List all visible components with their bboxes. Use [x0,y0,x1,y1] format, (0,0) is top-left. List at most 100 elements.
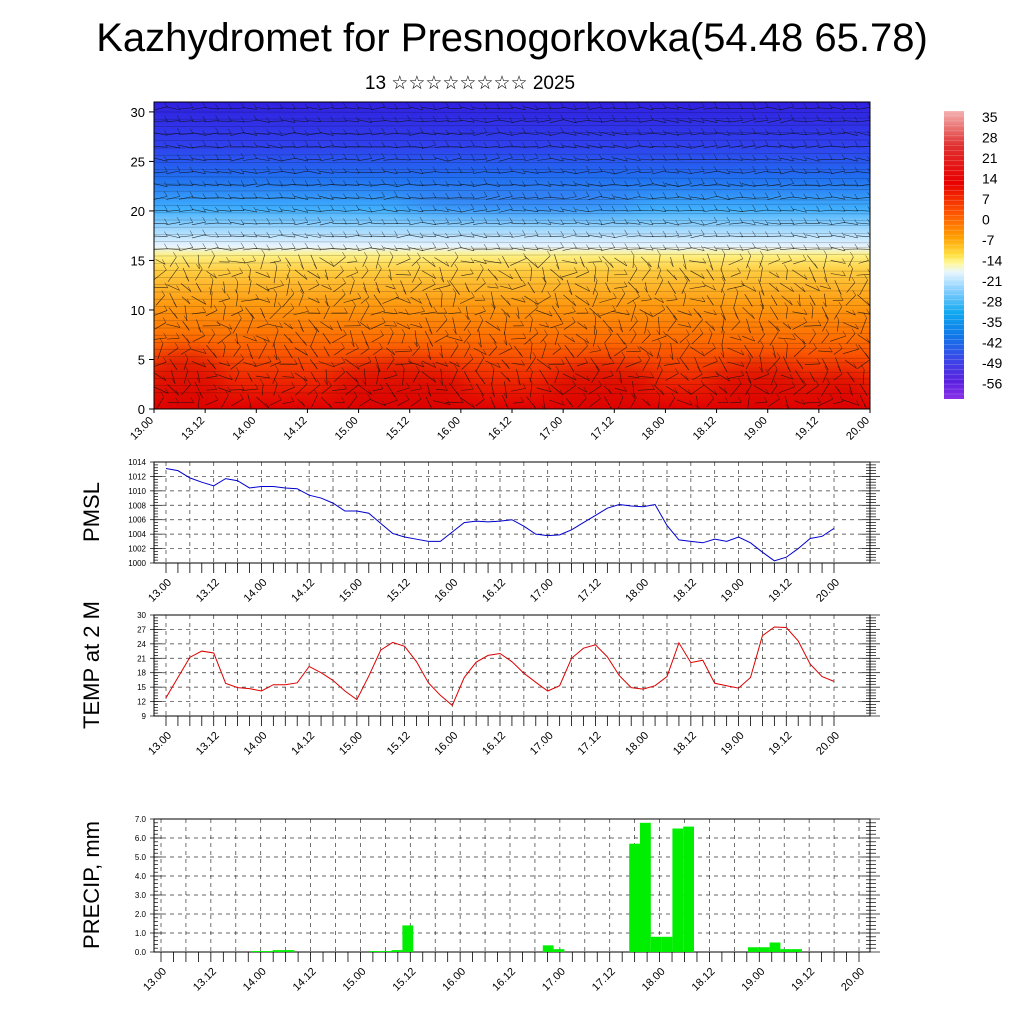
x-tick-label: 18.12 [671,730,699,758]
x-axis: 13.00 13.12 14.00 14.12 15.00 15.12 16.00 16.12… [146,716,842,758]
x-tick-label: 18.12 [690,966,718,994]
precip-bar [283,950,295,952]
colorbar-label: 14 [982,171,998,187]
chart-subtitle: 13 ☆☆☆☆☆☆☆☆ 2025 [364,73,576,94]
x-tick-label: 16.00 [432,577,460,605]
x-tick-label: 18.12 [691,415,719,443]
precip-bar [758,947,770,952]
x-tick-label: 14.00 [242,577,270,605]
precip-bar [251,951,262,952]
y-tick-label: 15 [131,253,145,268]
y-tick-label: 4.0 [135,872,147,881]
y-tick-label: 24 [137,640,146,649]
colorbar-gradient [944,111,964,399]
precip-bar [553,949,565,952]
x-tick-label: 14.12 [289,730,317,758]
x-tick-label: 13.00 [128,415,156,443]
y-tick-label: 2.0 [135,910,147,919]
x-tick-label: 17.00 [528,730,556,758]
x-tick-label: 19.12 [789,966,817,994]
x-tick-label: 18.00 [623,730,651,758]
x-tick-label: 13.12 [179,415,207,443]
y-tick-label: 1004 [128,530,146,539]
y-tick-label: 30 [131,105,145,120]
x-tick-label: 14.12 [282,415,310,443]
y-tick-label: 7.0 [135,815,147,824]
x-axis: 13.00 13.12 14.00 14.12 15.00 15.12 16.00 16.12… [146,563,842,605]
precip-bar [380,951,392,952]
x-tick-label: 13.00 [146,577,174,605]
x-axis: 13.00 13.12 14.00 14.12 15.00 15.12 16.00 16.12… [141,952,867,994]
x-tick-label: 19.00 [719,577,747,605]
x-tick-label: 19.00 [739,966,767,994]
grid [154,461,870,564]
pmsl-ylabel: PMSL [79,482,104,542]
y-tick-label: 1008 [128,501,146,510]
x-tick-label: 20.00 [844,415,872,443]
cross-section-panel: 0 5 10 15 20 25 30 13.00 13.12 14.00 14.12 15.00 15… [128,101,872,443]
precip-bar [661,936,673,952]
x-tick-label: 17.12 [576,730,604,758]
precip-panel: PRECIP, mm 0.0 1.0 2.0 3.0 4.0 5.0 6.0 7.0 13.00… [79,815,880,994]
precip-bar [402,925,414,952]
y-tick-label: 12 [137,698,146,707]
x-tick-label: 19.12 [766,730,794,758]
y-tick-label: 0.0 [135,948,147,957]
x-tick-label: 15.00 [337,577,365,605]
y-tick-label: 27 [137,625,146,634]
y-tick-label: 5.0 [135,853,147,862]
x-tick-label: 13.12 [194,730,222,758]
colorbar: 35 28 21 14 7 0 -7 -14 -21 -28 -35 -42 -49 -56 [944,109,1002,399]
x-tick-label: 15.12 [385,730,413,758]
x-tick-label: 13.12 [194,577,222,605]
x-tick-label: 16.00 [440,966,468,994]
x-tick-label: 17.00 [540,966,568,994]
x-tick-label: 17.00 [537,415,565,443]
x-tick-label: 20.00 [814,730,842,758]
x-tick-label: 15.12 [384,415,412,443]
colorbar-label: -42 [982,335,1002,351]
precip-bar [542,945,554,952]
x-tick-label: 16.12 [490,966,518,994]
colorbar-labels: 35 28 21 14 7 0 -7 -14 -21 -28 -35 -42 -49 -56 [982,109,1002,392]
y-tick-label: 1006 [128,516,146,525]
colorbar-label: -21 [982,273,1002,289]
y-tick-label: 5 [138,352,145,367]
x-tick-label: 17.12 [588,415,616,443]
precip-bar [683,826,694,952]
y-tick-label: 1000 [128,559,146,568]
precip-bar [672,828,684,952]
y-tick-label: 10 [131,303,145,318]
y-tick-label: 15 [137,683,146,692]
x-tick-label: 20.00 [839,966,867,994]
x-tick-label: 18.00 [623,577,651,605]
y-tick-label: 0 [138,402,145,417]
temp-panel: TEMP at 2 M 9 12 15 18 21 24 27 30 13.00 13.12 14.… [79,601,880,758]
x-tick-label: 17.12 [590,966,618,994]
precip-bar [769,942,781,952]
wind-barbs [154,102,870,409]
x-tick-label: 16.12 [486,415,514,443]
y-tick-label: 6.0 [135,834,147,843]
x-tick-label: 18.12 [671,577,699,605]
colorbar-label: 21 [982,150,998,166]
colorbar-label: 0 [982,212,990,228]
y-tick-label: 1012 [128,472,146,481]
colorbar-label: 35 [982,109,998,125]
x-tick-label: 13.00 [146,730,174,758]
precip-bar [262,951,273,952]
x-tick-label: 17.00 [528,577,556,605]
y-tick-label: 9 [142,712,147,721]
precip-bar [748,947,759,952]
pmsl-panel: PMSL 1000 1002 1004 1006 1008 1010 1012 1014 13.… [79,458,880,605]
x-tick-label: 15.00 [333,415,361,443]
colorbar-label: -56 [982,376,1002,392]
colorbar-label: -7 [982,232,995,248]
temp-series-line [165,626,835,707]
precip-bar [780,949,792,952]
colorbar-label: -49 [982,355,1002,371]
y-tick-label: 3.0 [135,891,147,900]
precip-bar [650,936,662,952]
x-tick-label: 19.00 [719,730,747,758]
x-tick-label: 16.12 [480,577,508,605]
